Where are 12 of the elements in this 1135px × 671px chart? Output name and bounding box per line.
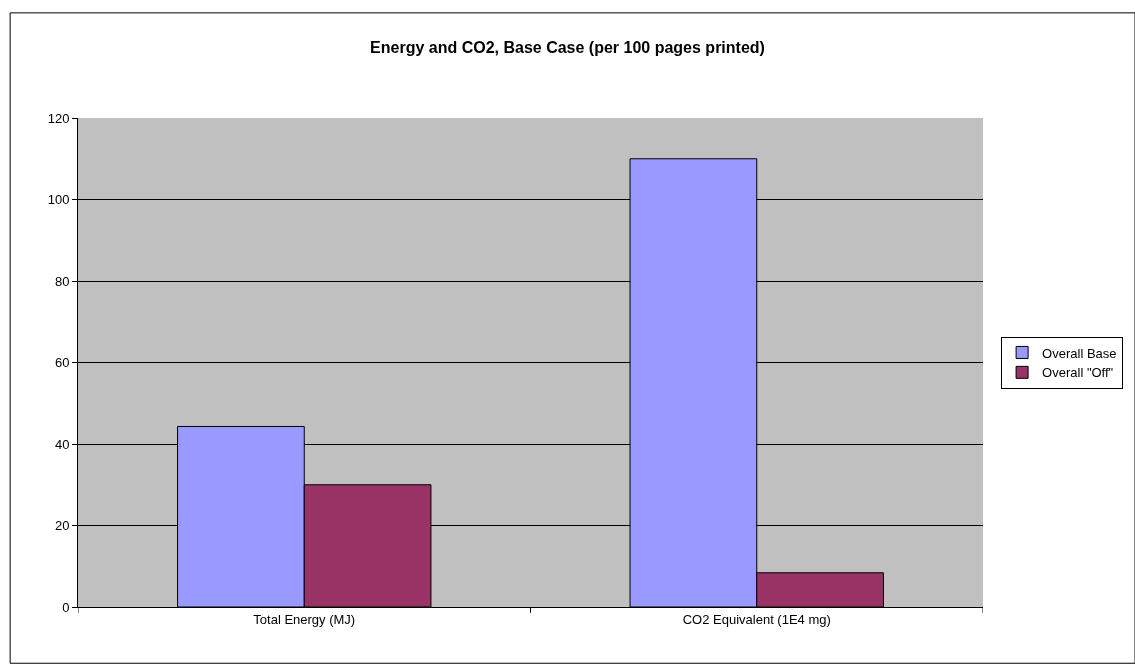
y-tick-label: 20 <box>54 518 70 534</box>
legend-label: Overall "Off" <box>1042 365 1114 381</box>
legend-label: Overall Base <box>1042 345 1117 361</box>
y-tick-label: 60 <box>54 355 70 371</box>
y-tick-label: 80 <box>54 273 70 289</box>
y-tick-label: 100 <box>47 192 70 208</box>
chart-title: Energy and CO2, Base Case (per 100 pages printed) <box>370 38 765 56</box>
y-tick-label: 120 <box>47 110 70 126</box>
x-tick-label: CO2 Equivalent (1E4 mg) <box>682 611 831 627</box>
y-tick-label: 0 <box>62 599 70 615</box>
x-tick-label: Total Energy (MJ) <box>253 611 356 627</box>
y-tick-label: 40 <box>54 436 70 452</box>
